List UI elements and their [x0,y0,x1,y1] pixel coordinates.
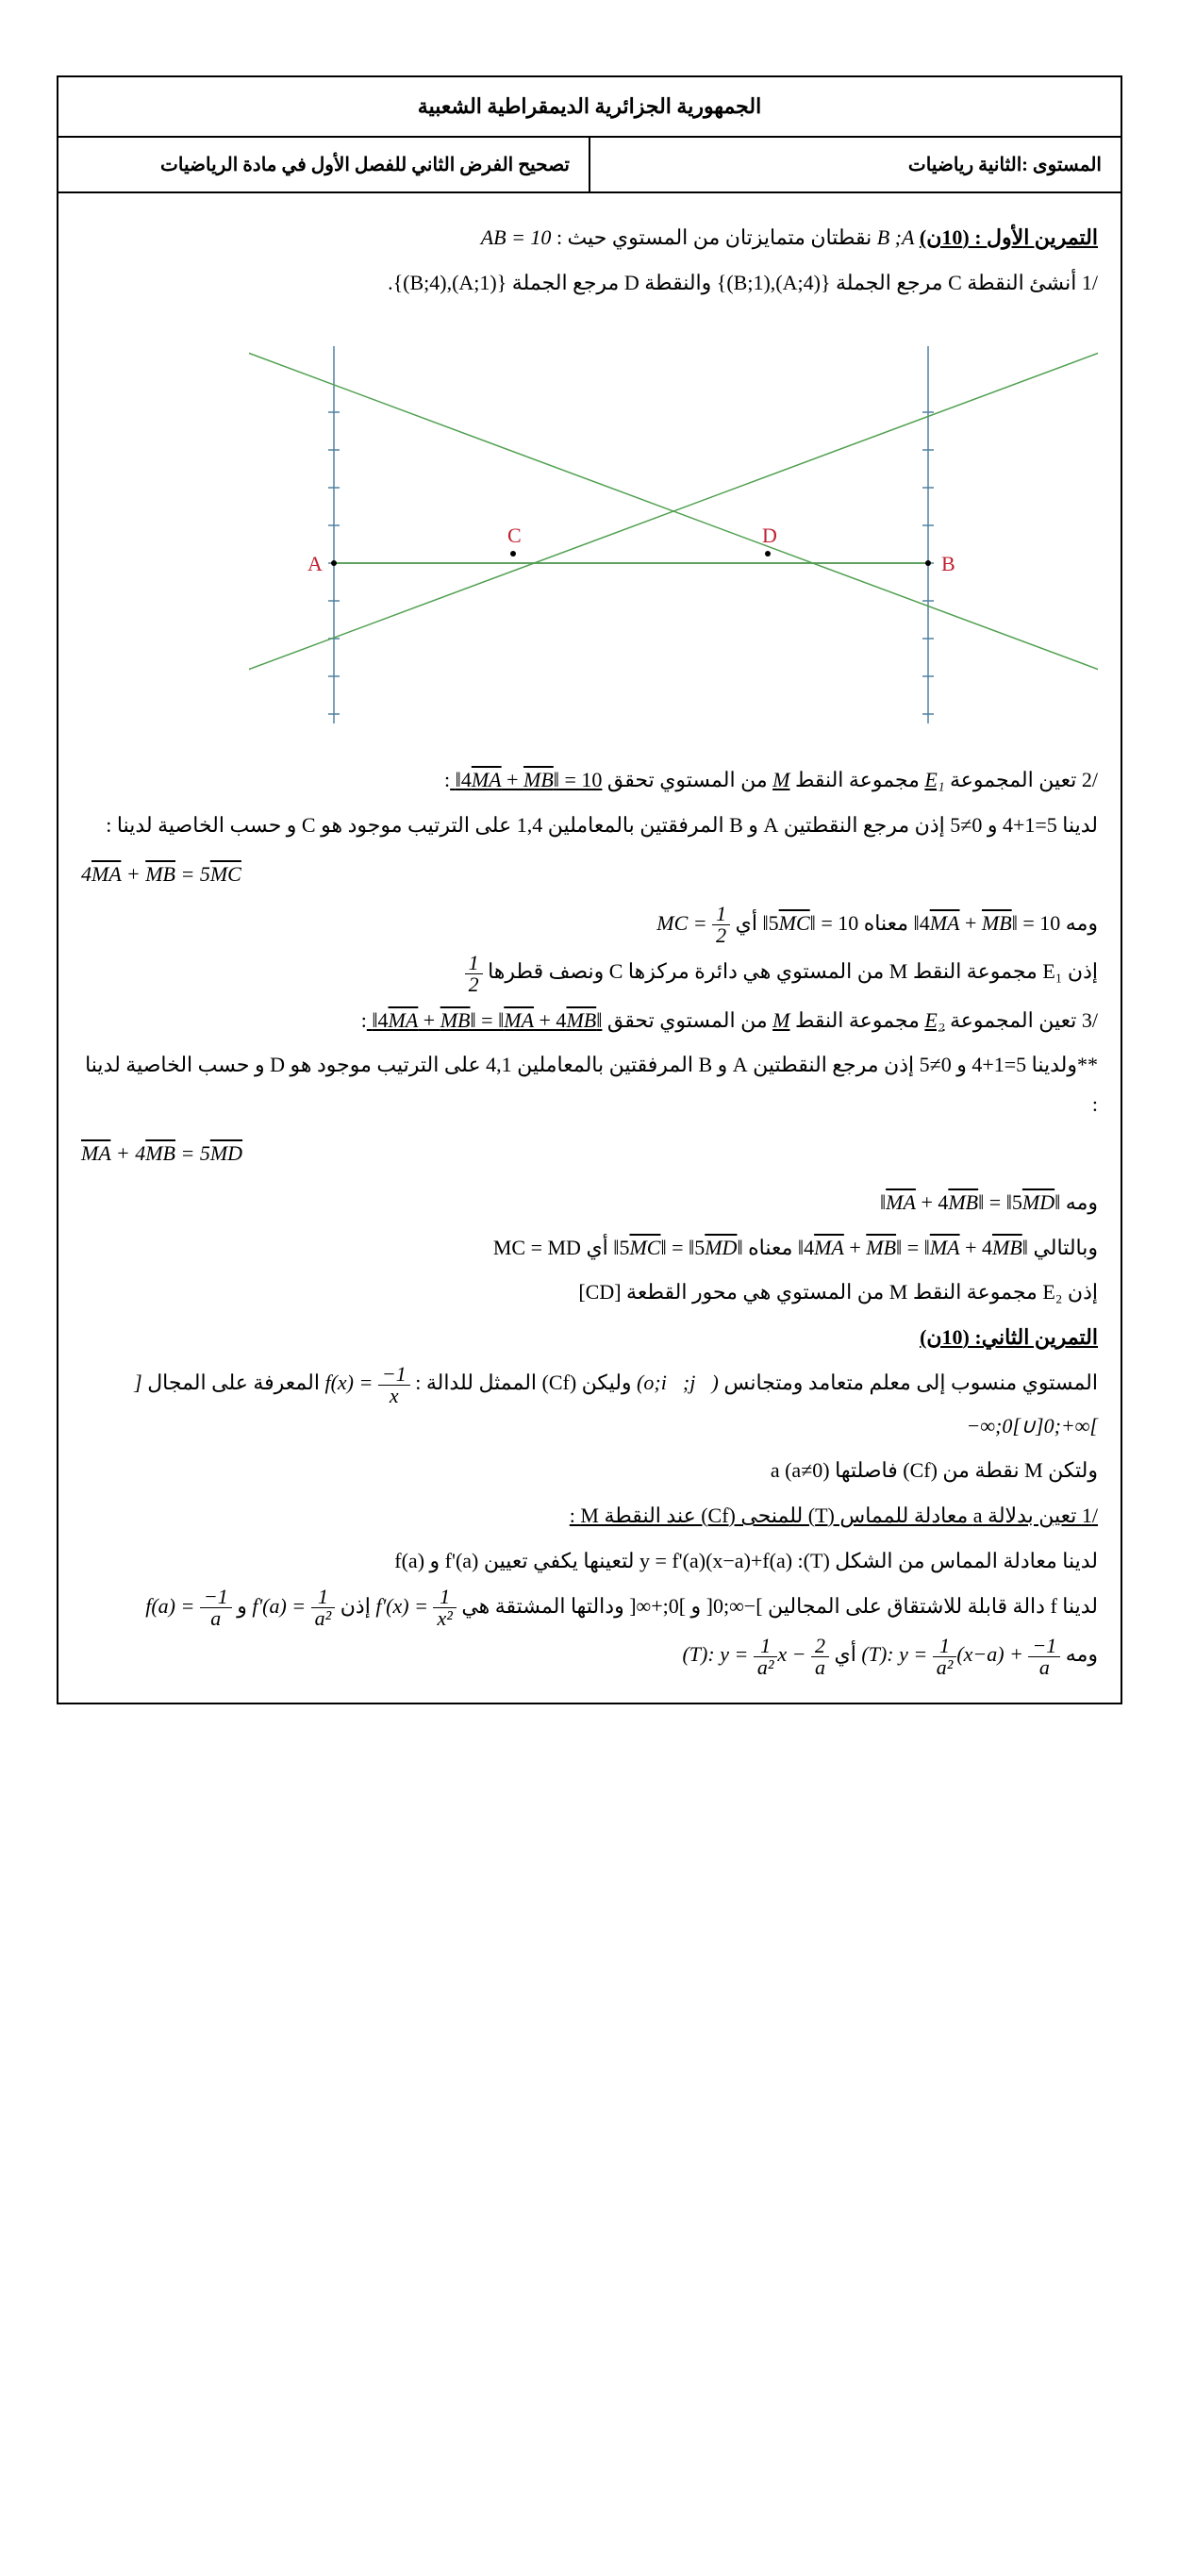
q3-math2: ومه ‖MA + 4MB‖ = ‖5MD‖ [81,1183,1098,1222]
ex2-l2f: f(a) = −1a [145,1594,231,1618]
ex2-header: التمرين الثاني: (10ن) [81,1318,1098,1357]
q2-line1: لدينا 5=1+4 و 0≠5 إذن مرجع النقطتين A و … [81,806,1098,845]
ex2-l2e: و [232,1594,247,1618]
ex2-l2d: f'(a) = 1a² [252,1594,335,1618]
q2-eq-wrap: ‖4MA + MB‖ = 10 [450,768,602,791]
ex2-ic: المعرفة على المجال [142,1371,320,1394]
republic-title: الجمهورية الجزائرية الديمقراطية الشعبية [418,94,761,118]
q3-m3e: أي MC = MD [493,1236,608,1259]
q3-math3: وبالتالي ‖4MA + MB‖ = ‖MA + 4MB‖ معناه ‖… [81,1228,1098,1268]
ex2-ia: المستوي منسوب إلى معلم متعامد ومتجانس [719,1371,1098,1394]
ex2-q1-line1: لدينا معادلة المماس من الشكل (T): y = f'… [81,1541,1098,1581]
svg-text:A: A [307,552,323,575]
q2-eq: ‖4MA + MB‖ = 10 [456,768,603,791]
ex2-title: التمرين الثاني: (10ن) [920,1325,1098,1349]
q2-mc: MC = 12 [656,911,730,935]
q2-line2: ومه 10 = ‖4MA + MB‖ معناه 10 = ‖5MC‖ أي … [81,904,1098,946]
ex2-fb: (T): y = 1a²(x−a) + −1a [861,1642,1060,1666]
q2-t1: /2 تعين المجموعة [945,768,1099,791]
ex2-fa: ومه [1060,1642,1098,1666]
q3-m3d: ‖5MC‖ = ‖5MD‖ [613,1236,742,1259]
geometry-diagram: A B C D [81,308,1098,756]
svg-text:B: B [941,552,955,575]
q2-conc-b: 12 [465,959,483,983]
q3-t2: مجموعة النقط [789,1008,919,1032]
diagram-svg: A B C D [249,318,1098,733]
ex1-q3: /3 تعين المجموعة E₂ مجموعة النقط M من ال… [81,1001,1098,1040]
ex2-fc: أي [829,1642,856,1666]
q3-eq: ‖4MA + MB‖ = ‖MA + 4MB‖ [372,1008,602,1032]
ex2-fx: f(x) = −1x [324,1371,409,1394]
ex1-q1: /1 أنشئ النقطة C مرجع الجملة {(A;4),(B;1… [81,263,1098,303]
info-row: المستوى :الثانية رياضيات تصحيح الفرض الث… [58,138,1121,193]
ex2-l2a: لدينا f دالة قابلة للاشتقاق على المجالين… [457,1594,1098,1618]
q2-l2b: معناه 10 = [816,911,908,935]
level-cell: المستوى :الثانية رياضيات [589,138,1121,191]
page-frame: الجمهورية الجزائرية الديمقراطية الشعبية … [57,75,1122,1704]
q3-line1: **ولدينا 5=1+4 و 0≠5 إذن مرجع النقطتين A… [81,1045,1098,1124]
ex2-q1: /1 تعين بدلالة a معادلة للمماس (T) للمنح… [81,1496,1098,1536]
content-body: التمرين الأول : (10ن) B ;A نقطتان متمايز… [58,193,1121,1703]
ex2-lineM: ولتكن M نقطة من (Cf) فاصلتها a (a≠0) [81,1451,1098,1490]
q3-m3b: ‖4MA + MB‖ = ‖MA + 4MB‖ [798,1236,1028,1259]
ex2-l2c: إذن [335,1594,371,1618]
level-text: المستوى :الثانية رياضيات [908,155,1102,175]
q2-l2-eq1: ‖4MA + MB‖ [914,911,1018,935]
q2-math1: 4MA + MB = 5MC [81,851,1098,898]
ex2-frame: (o;i⃗;j⃗) [637,1371,719,1394]
q3-m: M [772,1008,789,1032]
ex1-intro-text: نقطتان متمايزتان من المستوي حيث : [551,225,872,249]
q3-m3a: وبالتالي [1028,1236,1098,1259]
svg-text:D: D [762,524,777,547]
ex1-title: التمرين الأول : (10ن) [920,225,1098,249]
q2-e1: E₁ [924,768,944,791]
ex2-l2b: f'(x) = 1x² [375,1594,456,1618]
svg-text:C: C [507,524,522,547]
ex2-final: ومه (T): y = 1a²(x−a) + −1a أي (T): y = … [81,1635,1098,1677]
q2-m: M [772,768,789,791]
ex2-q1-line2: لدينا f دالة قابلة للاشتقاق على المجالين… [81,1587,1098,1629]
q2-conclusion: إذن E₁ مجموعة النقط M من المستوي هي دائر… [81,952,1098,994]
q3-m2b: ‖MA + 4MB‖ = ‖5MD‖ [880,1190,1060,1214]
ex2-q1-text: /1 تعين بدلالة a معادلة للمماس (T) للمنح… [570,1504,1098,1527]
q2-l2-eq2: ‖5MC‖ [762,911,815,935]
q3-t1: /3 تعين المجموعة [945,1008,1099,1032]
ex1-cond: AB = 10 [481,225,552,249]
ex2-intro: المستوي منسوب إلى معلم متعامد ومتجانس (o… [81,1363,1098,1445]
q3-eq-wrap: ‖4MA + MB‖ = ‖MA + 4MB‖ [367,1008,603,1032]
q2-t2: مجموعة النقط [789,768,919,791]
q2-t3: من المستوي تحقق [602,768,767,791]
q3-m3c: معناه [743,1236,793,1259]
republic-header: الجمهورية الجزائرية الديمقراطية الشعبية [58,77,1121,138]
ex1-q1-text: /1 أنشئ النقطة C مرجع الجملة {(A;4),(B;1… [388,271,1098,294]
q3-math1: MA + 4MB = 5MD [81,1130,1098,1177]
ex2-ib: وليكن (Cf) الممثل للدالة : [410,1371,632,1394]
q2-l2c: أي [730,911,757,935]
subject-text: تصحيح الفرض الثاني للفصل الأول في مادة ا… [160,155,570,175]
q3-m2a: ومه [1060,1190,1098,1214]
q3-t3: من المستوي تحقق [602,1008,767,1032]
subject-cell: تصحيح الفرض الثاني للفصل الأول في مادة ا… [58,138,589,191]
q3-conclusion: إذن E₂ مجموعة النقط M من المستوي هي محور… [81,1272,1098,1312]
q3-e2: E₂ [924,1008,944,1032]
q2-l2a: ومه 10 = [1018,911,1098,935]
ex1-header: التمرين الأول : (10ن) B ;A نقطتان متمايز… [81,218,1098,258]
ex1-pts: B ;A [877,225,915,249]
ex2-fd: (T): y = 1a²x − 2a [682,1642,829,1666]
ex1-q2: /2 تعين المجموعة E₁ مجموعة النقط M من ال… [81,760,1098,800]
q2-conc-a: إذن E₁ مجموعة النقط M من المستوي هي دائر… [483,959,1098,983]
